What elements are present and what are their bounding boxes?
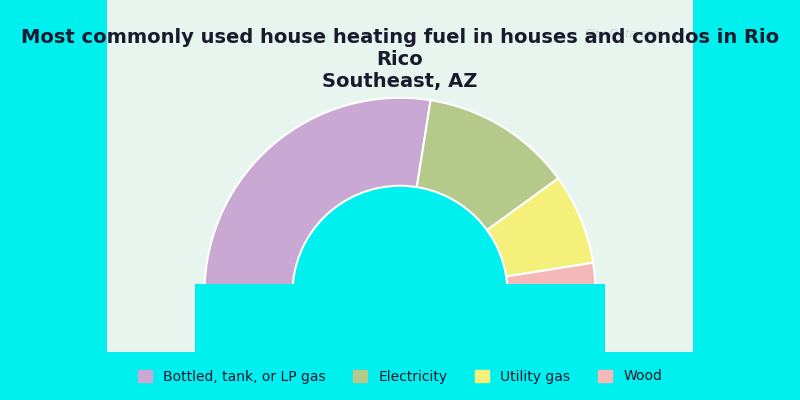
Wedge shape <box>400 178 593 293</box>
Wedge shape <box>400 100 558 293</box>
Legend: Bottled, tank, or LP gas, Electricity, Utility gas, Wood: Bottled, tank, or LP gas, Electricity, U… <box>133 364 667 389</box>
Wedge shape <box>400 263 595 293</box>
Text: City-Data.com: City-Data.com <box>585 29 664 39</box>
Text: Most commonly used house heating fuel in houses and condos in Rio Rico
Southeast: Most commonly used house heating fuel in… <box>21 28 779 91</box>
Circle shape <box>293 186 507 400</box>
Wedge shape <box>205 98 430 293</box>
Bar <box>194 284 606 352</box>
